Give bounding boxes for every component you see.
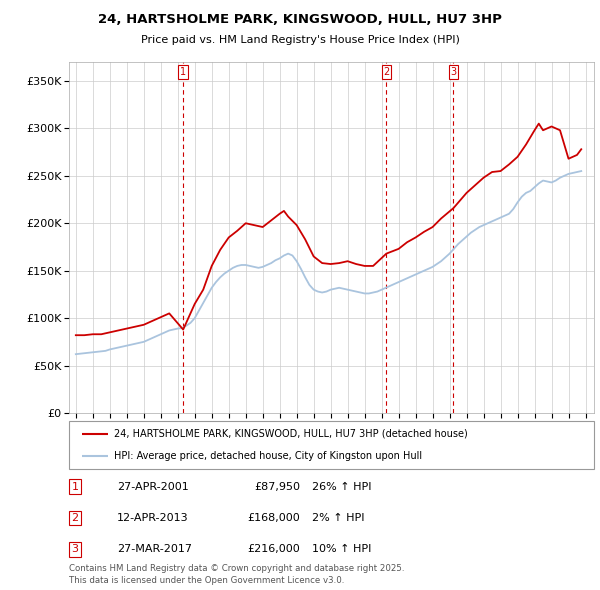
Text: 27-MAR-2017: 27-MAR-2017 [117, 545, 192, 554]
Text: £168,000: £168,000 [247, 513, 300, 523]
Text: 24, HARTSHOLME PARK, KINGSWOOD, HULL, HU7 3HP (detached house): 24, HARTSHOLME PARK, KINGSWOOD, HULL, HU… [113, 429, 467, 439]
Text: 10% ↑ HPI: 10% ↑ HPI [312, 545, 371, 554]
Text: 27-APR-2001: 27-APR-2001 [117, 482, 189, 491]
Text: £216,000: £216,000 [247, 545, 300, 554]
Text: £87,950: £87,950 [254, 482, 300, 491]
Text: 3: 3 [71, 545, 79, 554]
Text: 2: 2 [383, 67, 389, 77]
Text: Contains HM Land Registry data © Crown copyright and database right 2025.
This d: Contains HM Land Registry data © Crown c… [69, 565, 404, 585]
Text: HPI: Average price, detached house, City of Kingston upon Hull: HPI: Average price, detached house, City… [113, 451, 422, 461]
Text: 1: 1 [180, 67, 186, 77]
Text: 2: 2 [71, 513, 79, 523]
Text: 1: 1 [71, 482, 79, 491]
Text: 12-APR-2013: 12-APR-2013 [117, 513, 188, 523]
Text: 3: 3 [451, 67, 457, 77]
Text: 2% ↑ HPI: 2% ↑ HPI [312, 513, 365, 523]
Text: Price paid vs. HM Land Registry's House Price Index (HPI): Price paid vs. HM Land Registry's House … [140, 35, 460, 45]
Text: 24, HARTSHOLME PARK, KINGSWOOD, HULL, HU7 3HP: 24, HARTSHOLME PARK, KINGSWOOD, HULL, HU… [98, 13, 502, 26]
Text: 26% ↑ HPI: 26% ↑ HPI [312, 482, 371, 491]
